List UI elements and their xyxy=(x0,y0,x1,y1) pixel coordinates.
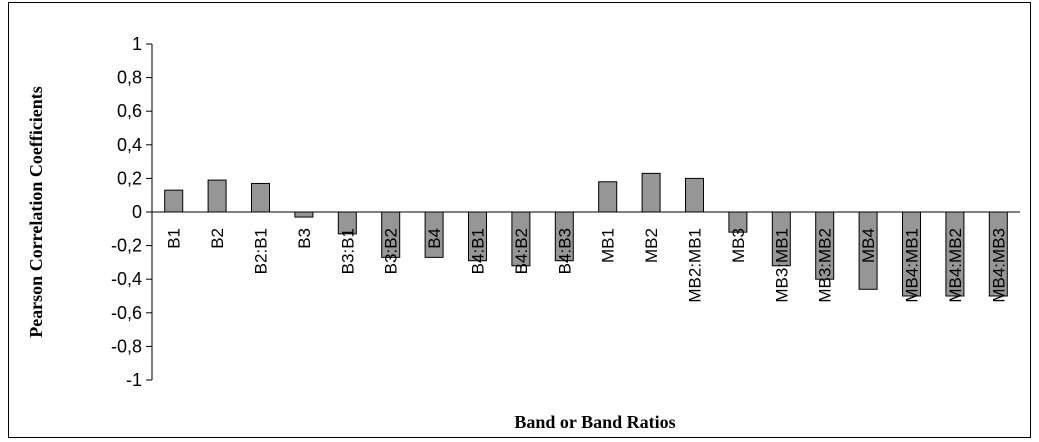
x-tick-label: MB4:MB3 xyxy=(989,228,1008,303)
x-tick-label: B4:B3 xyxy=(555,228,574,274)
x-tick-label: MB4:MB1 xyxy=(903,228,922,303)
y-tick-label: 0,8 xyxy=(117,68,142,88)
x-tick-label: MB2 xyxy=(642,228,661,263)
x-tick-label: B4:B2 xyxy=(512,228,531,274)
x-tick-label: MB4 xyxy=(859,228,878,263)
bar-b3 xyxy=(294,211,314,218)
y-tick-label: 0,4 xyxy=(117,135,142,155)
bar-b2 xyxy=(207,179,227,213)
x-tick-label: B3 xyxy=(295,228,314,249)
bar-mb2-mb1 xyxy=(685,177,704,213)
y-tick-label: 1 xyxy=(132,34,142,54)
x-tick-label: MB3 xyxy=(729,228,748,263)
x-tick-label: B3:B1 xyxy=(338,228,357,274)
x-tick-label: MB2:MB1 xyxy=(686,228,705,303)
bars-layer xyxy=(164,172,1008,297)
x-tick-label: B2 xyxy=(208,228,227,249)
bar-mb1 xyxy=(598,181,618,213)
x-tick-label: B1 xyxy=(165,228,184,249)
bar-b1 xyxy=(164,189,184,213)
y-tick-label: -0,8 xyxy=(111,336,142,356)
x-tick-label: B4:B1 xyxy=(469,228,488,274)
x-tick-label: MB4:MB2 xyxy=(946,228,965,303)
x-tick-labels: B1 B2 B2:B1 B3 B3:B1 B3:B2 B4 B4:B1 B4:B2 B4:B3 MB… xyxy=(165,228,1009,303)
y-ticks: 1 0,8 0,6 0,4 0,2 0 -0,2 -0,4 -0,6 -0,8 -1 xyxy=(111,34,152,390)
x-tick-label: B3:B2 xyxy=(382,228,401,274)
x-tick-label: MB3:MB1 xyxy=(772,228,791,303)
y-axis-title: Pearson Correlation Coefficients xyxy=(26,86,46,338)
y-tick-label: 0,2 xyxy=(117,168,142,188)
y-tick-label: -1 xyxy=(126,370,142,390)
x-tick-label: B4 xyxy=(425,228,444,249)
x-tick-label: MB1 xyxy=(599,228,618,263)
bar-b2-b1 xyxy=(251,182,270,213)
y-tick-label: 0 xyxy=(132,202,142,222)
y-tick-label: -0,6 xyxy=(111,303,142,323)
bar-mb2 xyxy=(641,172,661,213)
x-axis-title: Band or Band Ratios xyxy=(514,412,675,432)
y-tick-label: -0,2 xyxy=(111,236,142,256)
x-tick-label: MB3:MB2 xyxy=(816,228,835,303)
y-tick-label: -0,4 xyxy=(111,269,142,289)
x-tick-label: B2:B1 xyxy=(252,228,271,274)
y-tick-label: 0,6 xyxy=(117,101,142,121)
